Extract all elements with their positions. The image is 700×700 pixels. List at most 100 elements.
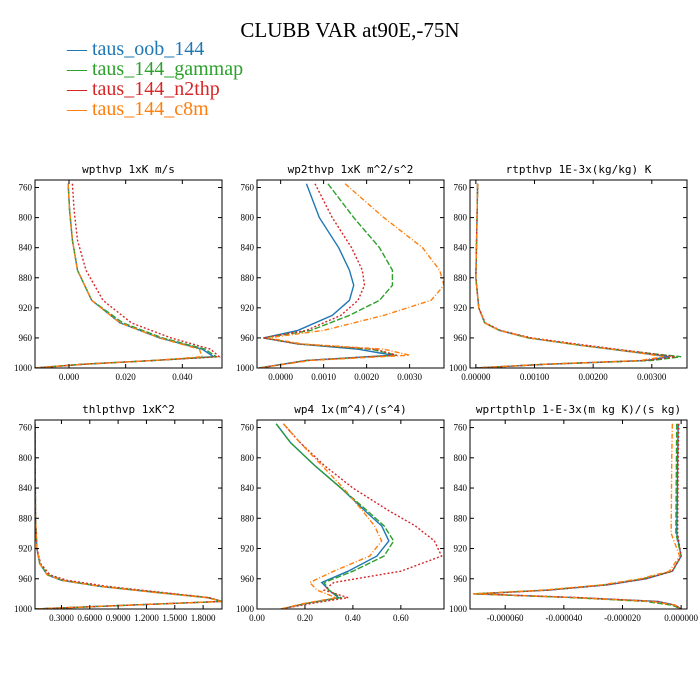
panel-1-ytick-label: 880 (19, 273, 33, 283)
panel-3-series-taus_144_c8m (475, 183, 664, 368)
panel-2-ytick-label: 880 (241, 273, 255, 283)
panel-1-series-taus_144_n2thp (35, 183, 221, 368)
legend-entry-2: — taus_144_n2thp (66, 78, 220, 100)
panel-3-ytick-label: 920 (454, 303, 468, 313)
panel-3-xtick-label: 0.00000 (461, 372, 491, 382)
legend-entry-1: — taus_144_gammap (66, 58, 243, 80)
panels: wpthvp 1xK m/s 760 800 840 880 920 960 1000 0.00… (14, 163, 699, 623)
panel-4-ytick-label: 920 (19, 544, 33, 554)
panel-1-ytick-label: 1000 (14, 363, 33, 373)
panel-2-title: wp2thvp 1xK m^2/s^2 (288, 163, 414, 176)
panel-5-ytick-label: 840 (241, 483, 255, 493)
panel-5-frame (256, 419, 445, 610)
panel-6-series-taus_144_n2thp (478, 423, 682, 609)
panel-4: thlpthvp 1xK^2 760 800 840 880 920 960 1000 0.30… (14, 403, 223, 623)
panel-2-ytick-label: 840 (241, 243, 255, 253)
panel-5-ytick-label: 800 (241, 453, 255, 463)
panel-6-ytick-label: 920 (454, 544, 468, 554)
panel-2-xtick-label: 0.0010 (311, 372, 336, 382)
panel-4-xtick-label: 1.2000 (134, 613, 159, 623)
panel-2: wp2thvp 1xK m^2/s^2 760 800 840 880 920 960 100… (236, 163, 445, 382)
panel-6: wprtpthlp 1-E-3x(m kg K)/(s kg) 760 800 840… (449, 403, 699, 623)
panel-4-ytick-label: 880 (19, 513, 33, 523)
panel-3-series-taus_144_gammap (475, 183, 682, 368)
panel-4-title: thlpthvp 1xK^2 (82, 403, 175, 416)
panel-1-xtick-label: 0.020 (116, 372, 137, 382)
panel-5-ytick-label: 960 (241, 574, 255, 584)
panel-3-series-taus_oob_144 (475, 183, 670, 368)
panel-4-xtick-label: 0.6000 (77, 613, 102, 623)
panel-4-frame (34, 419, 223, 610)
panel-2-ytick-label: 920 (241, 303, 255, 313)
panel-5-series-taus_144_n2thp (280, 423, 443, 609)
panel-4-xtick-label: 0.3000 (49, 613, 74, 623)
panel-6-ytick-label: 840 (454, 483, 468, 493)
panel-2-series-taus_144_n2thp (259, 183, 397, 368)
panel-1-series-taus_144_gammap (35, 183, 219, 368)
panel-1: wpthvp 1xK m/s 760 800 840 880 920 960 1000 0.00… (14, 163, 223, 382)
panel-2-ytick-label: 760 (241, 183, 255, 193)
panel-4-xtick-label: 1.8000 (191, 613, 216, 623)
panel-4-ytick-label: 800 (19, 453, 33, 463)
panel-6-ytick-label: 960 (454, 574, 468, 584)
panel-5-xtick-label: 0.60 (393, 613, 409, 623)
panel-2-series-taus_144_c8m (259, 183, 444, 368)
panel-3-ytick-label: 960 (454, 333, 468, 343)
figure-title: CLUBB VAR at90E,-75N (240, 18, 459, 42)
panel-5-title: wp4 1x(m^4)/(s^4) (294, 403, 407, 416)
panel-6-xtick-label: -0.000020 (604, 613, 641, 623)
panel-3-ytick-label: 760 (454, 183, 468, 193)
legend-entry-3: — taus_144_c8m (66, 98, 209, 120)
panel-5-ytick-label: 920 (241, 544, 255, 554)
panel-4-ytick-label: 960 (19, 574, 33, 584)
panel-6-xtick-label: 0.000000 (664, 613, 698, 623)
panel-1-ytick-label: 840 (19, 243, 33, 253)
panel-1-ytick-label: 800 (19, 213, 33, 223)
panel-2-ytick-label: 800 (241, 213, 255, 223)
panel-5-xtick-label: 0.20 (297, 613, 313, 623)
panel-2-ytick-label: 960 (241, 333, 255, 343)
panel-3-ytick-label: 800 (454, 213, 468, 223)
panel-5-series-taus_144_c8m (280, 423, 383, 609)
panel-3-ytick-label: 880 (454, 273, 468, 283)
panel-1-frame (34, 179, 223, 369)
panel-6-xtick-label: -0.000040 (545, 613, 582, 623)
panel-3-frame (469, 179, 688, 369)
panel-4-series-taus_144_c8m (35, 423, 222, 609)
panel-1-series-taus_144_c8m (35, 183, 204, 368)
panel-3-ytick-label: 840 (454, 243, 468, 253)
panel-4-ytick-label: 840 (19, 483, 33, 493)
panel-5-series-taus_144_gammap (275, 423, 395, 609)
panel-2-xtick-label: 0.0000 (268, 372, 293, 382)
panel-4-ytick-label: 760 (19, 423, 33, 433)
panel-5-xtick-label: 0.40 (345, 613, 361, 623)
panel-6-frame (469, 419, 688, 610)
panel-2-xtick-label: 0.0030 (397, 372, 422, 382)
panel-2-xtick-label: 0.0020 (354, 372, 379, 382)
panel-1-xtick-label: 0.040 (172, 372, 193, 382)
legend-entry-0: — taus_oob_144 (66, 38, 204, 60)
panel-6-ytick-label: 1000 (449, 604, 468, 614)
panel-5-ytick-label: 1000 (236, 604, 255, 614)
panel-5-ytick-label: 760 (241, 423, 255, 433)
panel-3-xtick-label: 0.00100 (520, 372, 550, 382)
panel-1-ytick-label: 960 (19, 333, 33, 343)
panel-6-ytick-label: 880 (454, 513, 468, 523)
panel-6-series-taus_144_c8m (472, 423, 682, 609)
panel-3-xtick-label: 0.00200 (579, 372, 609, 382)
legend: — taus_oob_144— taus_144_gammap— taus_14… (66, 38, 243, 120)
panel-2-frame (256, 179, 445, 369)
panel-6-ytick-label: 800 (454, 453, 468, 463)
panel-3-title: rtpthvp 1E-3x(kg/kg) K (506, 163, 652, 176)
panel-4-xtick-label: 1.5000 (162, 613, 187, 623)
panel-6-series-taus_144_gammap (472, 423, 682, 609)
panel-5-series-taus_oob_144 (275, 423, 390, 609)
panel-1-ytick-label: 760 (19, 183, 33, 193)
panel-6-series-taus_oob_144 (475, 423, 682, 609)
panel-4-xtick-label: 0.9000 (106, 613, 131, 623)
panel-3: rtpthvp 1E-3x(kg/kg) K 760 800 840 880 920 960… (449, 163, 688, 382)
panel-1-title: wpthvp 1xK m/s (82, 163, 175, 176)
panel-3-series-taus_144_n2thp (475, 183, 676, 368)
panel-6-xtick-label: -0.000060 (487, 613, 524, 623)
